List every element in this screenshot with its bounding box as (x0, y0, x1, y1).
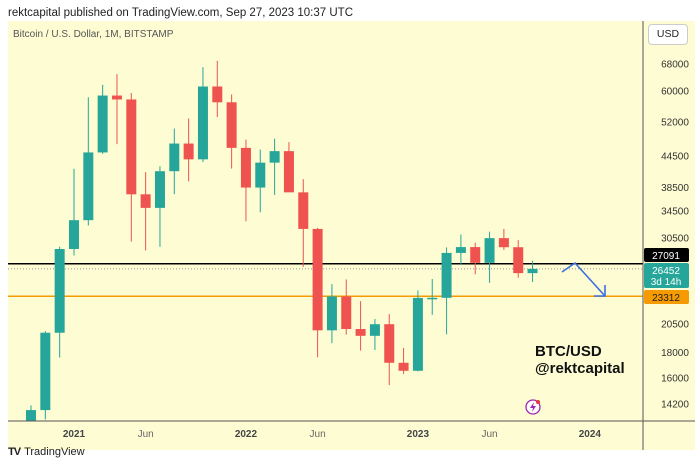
time-tick-label: Jun (481, 429, 497, 440)
candle-body (240, 147, 251, 188)
candle-body (283, 151, 294, 193)
candle-body (126, 99, 137, 195)
price-tick-label: 60000 (661, 87, 689, 98)
candle-body (298, 192, 309, 229)
candle-body (484, 238, 495, 263)
candle-body (513, 247, 524, 274)
annotation-text: BTC/USD (535, 343, 602, 360)
candle-body (498, 238, 509, 248)
candle-body (111, 95, 122, 100)
price-tick-label: 44500 (661, 152, 689, 163)
candle-body (369, 324, 380, 336)
price-tick-label: 16000 (661, 373, 689, 384)
candle-body (68, 220, 79, 250)
candle-body (412, 297, 423, 371)
candle-body (40, 332, 51, 411)
plot-area (8, 60, 643, 421)
price-tick-label: 30500 (661, 233, 689, 244)
price-label: 27091 (652, 251, 680, 262)
footer-brand: TradingView (24, 446, 85, 458)
candle-body (269, 151, 280, 163)
candle-body (226, 102, 237, 148)
footer: TV TradingView (8, 446, 85, 458)
candle-body (427, 297, 438, 300)
candle-body (97, 95, 108, 153)
time-tick-label: 2024 (579, 429, 602, 440)
candle-body (527, 268, 538, 274)
price-tick-label: 18000 (661, 348, 689, 359)
candle-body (455, 247, 466, 253)
candle-body (140, 194, 151, 208)
candle-body (83, 152, 94, 221)
symbol-title: Bitcoin / U.S. Dollar, 1M, BITSTAMP (13, 29, 174, 40)
time-tick-label: 2021 (63, 429, 86, 440)
candle-body (470, 247, 481, 263)
candle-body (355, 329, 366, 336)
price-label: 23312 (652, 293, 680, 304)
arrow-head-icon (594, 285, 606, 297)
candle-body (54, 249, 65, 333)
candle-body (197, 86, 208, 160)
candle-body (312, 228, 323, 331)
time-tick-label: 2022 (235, 429, 258, 440)
last-price-box (644, 263, 689, 288)
currency-button[interactable]: USD (648, 24, 688, 45)
projection-arrow[interactable] (561, 261, 606, 297)
candle-body (183, 143, 194, 160)
publish-info: rektcapital published on TradingView.com… (8, 7, 353, 19)
tradingview-logo-icon: TV (8, 446, 21, 458)
candle-body (212, 86, 223, 103)
price-tick-label: 20500 (661, 320, 689, 331)
annotation-text: @rektcapital (535, 360, 625, 377)
price-tick-label: 34500 (661, 207, 689, 218)
price-tick-label: 68000 (661, 60, 689, 71)
candle-body (326, 296, 337, 331)
price-tick-label: 14200 (661, 399, 689, 410)
time-tick-label: Jun (310, 429, 326, 440)
candle-body (255, 162, 266, 188)
candle-body (384, 324, 395, 363)
last-price-label: 26452 (652, 266, 680, 277)
time-tick-label: 2023 (407, 429, 430, 440)
candle-body (169, 143, 180, 172)
price-label-box (644, 290, 689, 304)
price-tick-label: 38500 (661, 183, 689, 194)
candle-body (398, 362, 409, 371)
bar-countdown: 3d 14h (651, 277, 682, 288)
time-tick-label: Jun (138, 429, 154, 440)
notification-dot (536, 400, 540, 404)
price-label-box (644, 248, 689, 262)
candle-body (441, 252, 452, 298)
chart-area[interactable] (8, 21, 695, 450)
candle-body (26, 410, 36, 421)
lightning-bolt-icon (530, 402, 536, 412)
candle-body (341, 296, 352, 330)
price-tick-label: 52000 (661, 118, 689, 129)
candle-body (154, 171, 165, 208)
